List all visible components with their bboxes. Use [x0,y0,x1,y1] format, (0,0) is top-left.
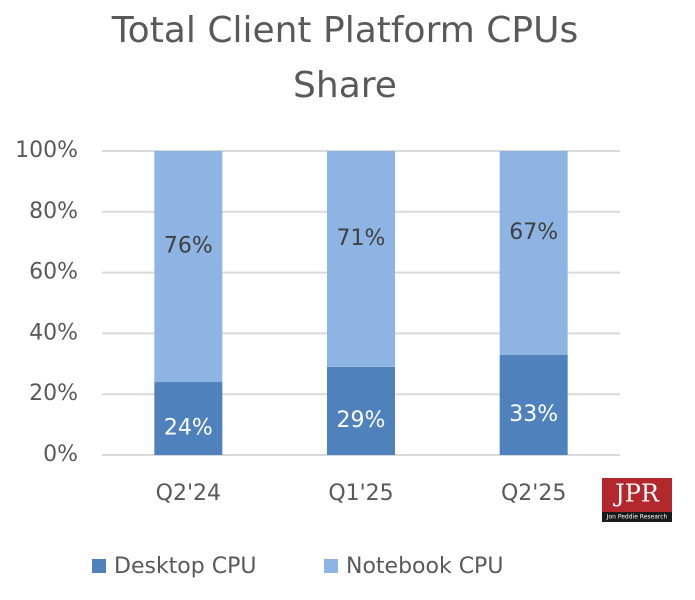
chart-title: Total Client Platform CPUs [111,10,578,51]
y-tick-label: 0% [43,442,78,467]
data-label: 24% [164,416,213,441]
bar-segment [327,366,395,455]
bar-segment [327,151,395,367]
data-label: 33% [509,402,558,427]
logo-subtext: Jon Peddie Research [606,514,668,521]
data-label: 29% [337,408,386,433]
bar-segment [154,382,223,455]
legend-label: Notebook CPU [346,554,503,579]
y-tick-label: 100% [15,138,78,163]
legend-swatch [92,559,106,573]
y-tick-label: 60% [29,260,78,285]
legend-label: Desktop CPU [114,554,256,579]
data-label: 67% [509,220,558,245]
logo-band [602,512,672,522]
y-tick-label: 40% [29,320,78,345]
x-tick-label: Q2'25 [501,481,566,506]
logo: JPR Jon Peddie Research [602,478,672,522]
logo-text: JPR [612,480,660,508]
data-label: 71% [337,226,386,251]
data-label: 76% [164,234,213,259]
legend-swatch [324,559,338,573]
chart-subtitle: Share [293,65,397,106]
bar-segment [499,151,568,355]
y-tick-label: 20% [29,381,78,406]
x-tick-label: Q2'24 [156,481,221,506]
bar-segment [154,151,223,383]
bar-segment [499,354,568,455]
x-tick-label: Q1'25 [328,481,393,506]
y-tick-label: 80% [29,199,78,224]
